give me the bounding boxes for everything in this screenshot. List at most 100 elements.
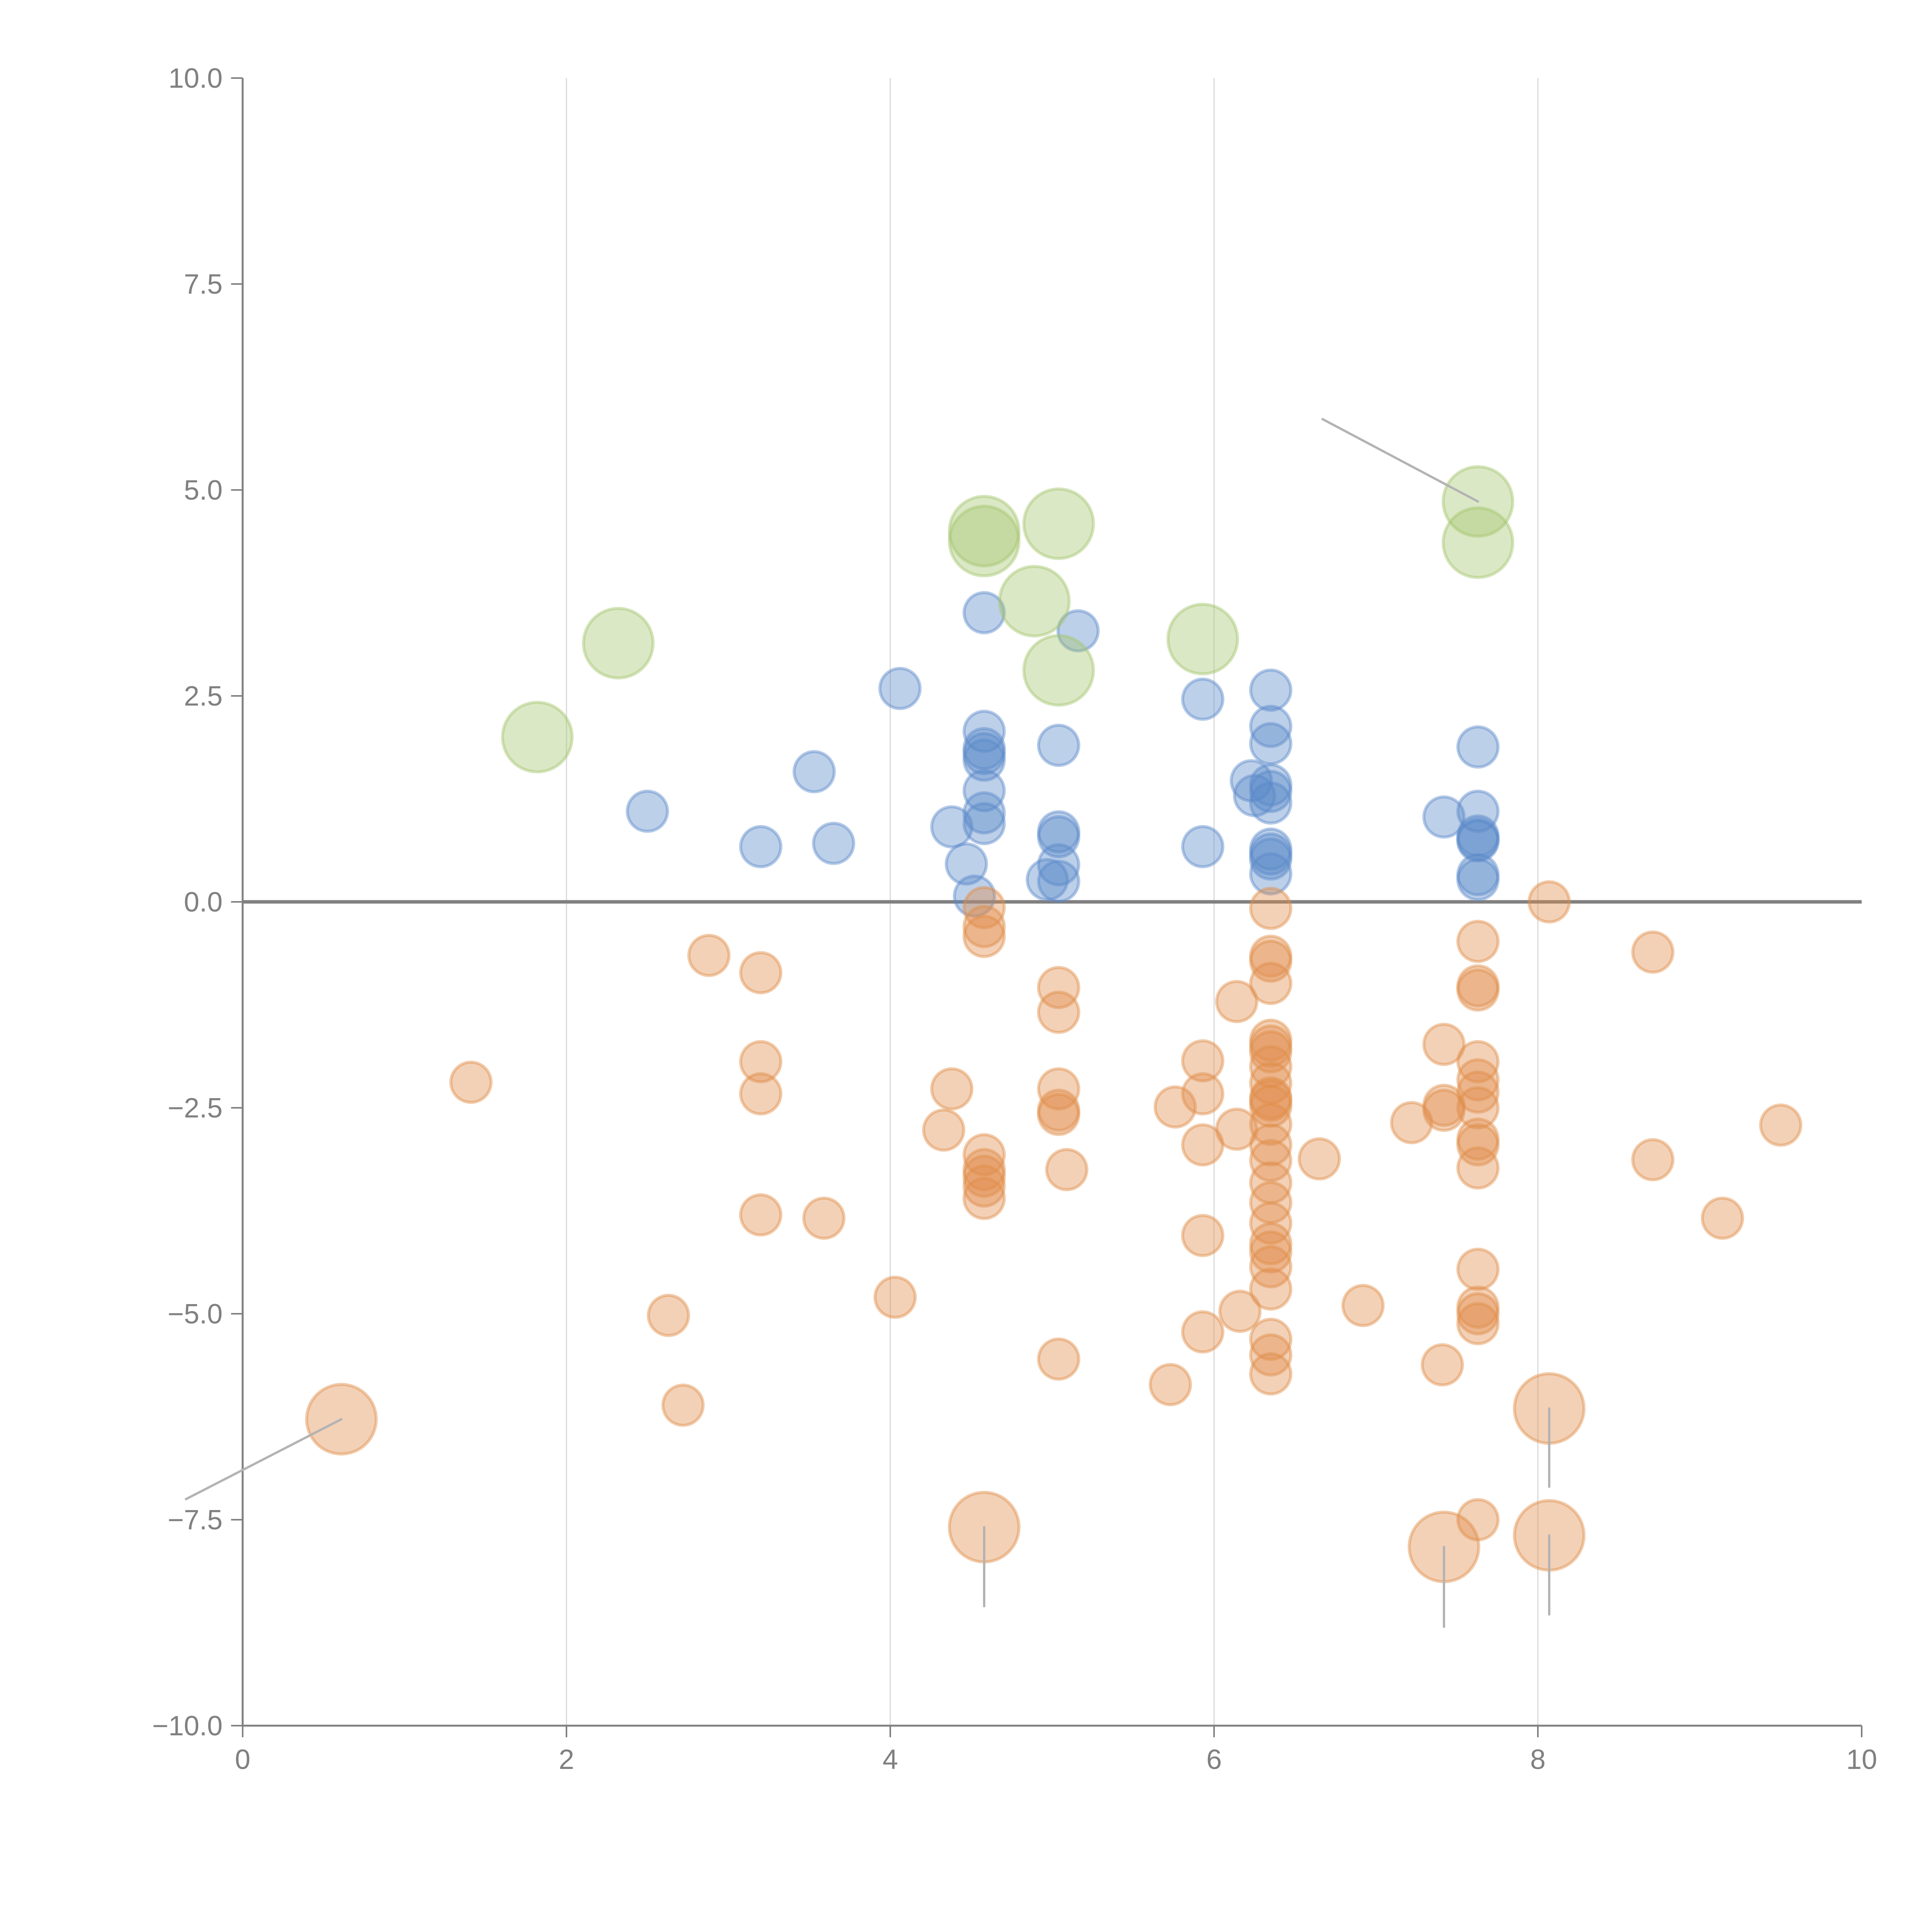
negative-point [1249,1245,1293,1289]
annotation-lines [185,418,1551,1628]
positive-point [963,591,1006,634]
negative-point [1037,1093,1080,1136]
negative-point [1456,1247,1500,1291]
negative-point [1153,1085,1197,1129]
positive-point [1037,723,1080,767]
positive-point [1230,759,1273,803]
y-tick-label: 0.0 [184,887,223,918]
highlight_positive-point [501,701,574,774]
positive-point [739,825,782,869]
positive-point [1249,837,1293,881]
negative-point [1759,1103,1803,1147]
negative-point [1037,1337,1080,1381]
negative-point [1249,1078,1293,1122]
y-tick-label: −2.5 [168,1093,223,1124]
negative-point [1249,1084,1293,1128]
negative-point [1037,1067,1080,1111]
positive-point [1249,770,1293,813]
negative-point [1341,1284,1385,1327]
highlight_positive-point [948,495,1021,568]
negative-point [1249,1201,1293,1245]
positive-point [963,738,1006,782]
negative-point [1249,1230,1293,1274]
negative-point [1390,1101,1434,1145]
positive-point [1422,795,1466,839]
negative-point [802,1196,846,1240]
y-tick-label: −7.5 [168,1505,223,1536]
highlight_positive-point [1441,506,1514,579]
negative-point [1249,1123,1293,1167]
positive-point [1249,668,1293,712]
negative-point [1456,964,1500,1008]
negative-point [1249,1061,1293,1105]
positive-point [1456,858,1500,901]
annotation-leader-line [1321,418,1479,503]
negative-point [1249,1267,1293,1311]
positive-point [1456,814,1500,858]
positive-point [1181,825,1225,869]
x-tick-label: 10 [1846,1744,1877,1775]
negative-point [1218,1289,1262,1333]
negative-point [1037,966,1080,1009]
negative-point [1249,1076,1293,1120]
positive-point [952,874,996,918]
negative-point [1456,1123,1500,1167]
positive-point [1249,763,1293,807]
highlight_positive-point [1022,634,1095,707]
negative-point [1456,1058,1500,1102]
negative-point [1249,887,1293,930]
positive-point [944,842,988,886]
positive-point [1037,815,1080,859]
x-tick-label: 4 [883,1744,898,1775]
positive-point [1037,843,1080,887]
negative-point [922,1108,966,1152]
negative-point [1249,962,1293,1005]
negative-point [1422,1022,1466,1066]
negative-point [873,1276,917,1319]
negative-point [1148,1363,1192,1406]
negative-point [1249,1139,1293,1182]
negative-point [1456,1086,1500,1129]
negative-point [1456,1285,1500,1329]
negative-point [1420,1343,1464,1387]
data-points [305,465,1803,1583]
positive-point [963,732,1006,776]
highlight_positive-point [582,607,655,680]
x-tick-label: 0 [235,1744,250,1775]
negative-point [1456,1146,1500,1190]
negative-point [1298,1137,1341,1181]
positive-point [1181,677,1225,721]
negative-point [687,934,731,977]
positive-point [1249,832,1293,876]
negative-point [1249,1161,1293,1205]
negative-point [963,1148,1006,1191]
positive-point [1249,852,1293,896]
negative-point [1037,1088,1080,1132]
x-tick-label: 2 [559,1744,574,1775]
negative-point [1422,1088,1466,1132]
negative-point [1631,1138,1675,1182]
y-tick-label: −10.0 [152,1711,223,1742]
positive-point [1456,725,1500,769]
positive-point [1037,810,1080,854]
positive-point [1026,858,1069,901]
negative-point [1181,1310,1225,1354]
positive-point [1249,704,1293,748]
negative-point [739,1040,782,1083]
negative-point [1527,880,1571,923]
negative-point [1456,1070,1500,1114]
positive-point [1456,789,1500,833]
negative-point [1249,1102,1293,1146]
negative-point [1249,1352,1293,1396]
y-axis-ticks: 10.0 7.5 5.0 2.5 0.0 −2.5 −5.0 −7.5 −10.0 [152,63,243,1742]
negative-point [1249,1181,1293,1225]
negative-point [1249,1045,1293,1088]
negative-point [963,1154,1006,1198]
positive-point [626,789,669,833]
negative-point [963,1164,1006,1208]
negative-point [1249,1019,1293,1062]
negative-point [1249,934,1293,978]
y-tick-label: 10.0 [168,63,223,94]
negative-point [963,1177,1006,1220]
